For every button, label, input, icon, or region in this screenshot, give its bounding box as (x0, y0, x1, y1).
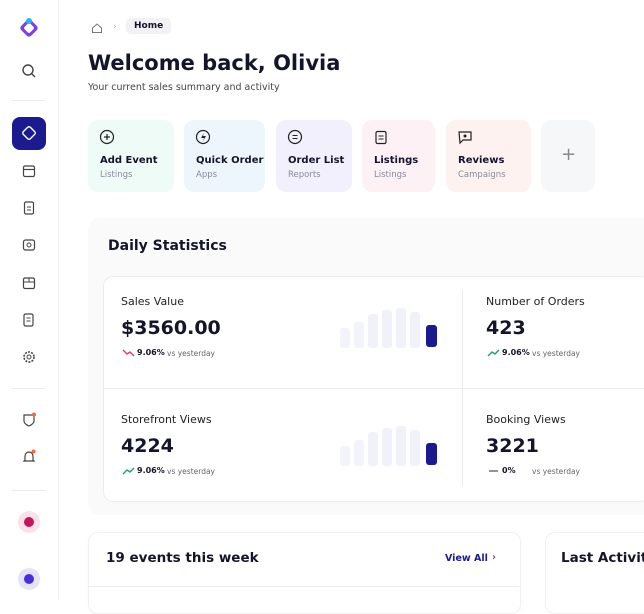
action-icon (375, 130, 387, 145)
home-icon[interactable] (91, 22, 103, 34)
quick-action-card[interactable]: Add Event Listings (88, 120, 174, 192)
action-subtitle: Reports (288, 170, 321, 180)
breadcrumb-current[interactable]: Home (126, 18, 172, 34)
divider (12, 388, 46, 389)
page-title: Welcome back, Olivia (88, 51, 341, 75)
stat-label: Storefront Views (121, 413, 212, 426)
action-icon (195, 129, 211, 145)
stat-value: 423 (486, 317, 526, 339)
action-title: Order List (288, 155, 345, 166)
quick-action-card[interactable]: Order List Reports (276, 120, 352, 192)
action-icon (287, 129, 303, 145)
bell-icon[interactable] (21, 449, 37, 465)
action-subtitle: Listings (374, 170, 407, 180)
action-title: Reviews (458, 155, 505, 166)
quick-action-card[interactable]: Listings Listings (362, 120, 435, 192)
stat-label: Sales Value (121, 295, 184, 308)
stat-label: Booking Views (486, 413, 566, 426)
stat-label: Number of Orders (486, 295, 585, 308)
divider (12, 490, 46, 491)
activity-card (545, 532, 644, 614)
settings-icon[interactable] (21, 349, 37, 365)
stat-change: 9.06% (137, 466, 165, 475)
help-button[interactable] (18, 511, 40, 533)
action-subtitle: Apps (196, 170, 218, 180)
quick-action-card[interactable]: Quick Order Apps (184, 120, 265, 192)
action-title: Add Event (100, 155, 158, 166)
breadcrumb-separator: › (113, 22, 117, 32)
logo (20, 18, 38, 37)
stat-note: vs yesterday (167, 467, 215, 476)
box-icon[interactable] (21, 275, 37, 291)
stat-change: 9.06% (502, 348, 530, 357)
divider (88, 586, 519, 587)
stat-change: 0% (502, 466, 516, 475)
action-subtitle: Listings (100, 170, 133, 180)
stat-note: vs yesterday (167, 349, 215, 358)
view-all-link[interactable]: View All (445, 553, 488, 564)
stat-value: $3560.00 (121, 317, 221, 339)
chevron: › (492, 552, 496, 563)
stats-title: Daily Statistics (108, 238, 227, 254)
trend-icon (122, 467, 135, 475)
mini-bars (340, 426, 437, 466)
trend-icon (489, 470, 498, 472)
stat-note: vs yesterday (532, 467, 580, 476)
stat-value: 3221 (486, 435, 539, 457)
calendar-icon[interactable] (21, 163, 37, 179)
trend-icon (122, 349, 135, 357)
events-card (88, 532, 521, 614)
mini-bars (340, 308, 437, 348)
page-subtitle: Your current sales summary and activity (88, 82, 280, 93)
inbox-icon[interactable] (21, 237, 37, 253)
stat-value: 4224 (121, 435, 174, 457)
quick-action-card[interactable]: Reviews Campaigns (446, 120, 531, 192)
stat-note: vs yesterday (532, 349, 580, 358)
report-icon[interactable] (21, 312, 37, 328)
shield-icon[interactable] (21, 412, 37, 428)
divider (462, 290, 463, 486)
add-action[interactable]: + (541, 120, 595, 192)
activity-title: Last Activity (561, 550, 644, 566)
search-icon[interactable] (21, 63, 37, 79)
divider (103, 388, 644, 389)
action-icon (458, 131, 472, 145)
action-subtitle: Campaigns (458, 170, 506, 180)
action-title: Quick Order (196, 155, 264, 166)
nav-active[interactable] (12, 117, 46, 150)
sidebar (0, 0, 59, 600)
action-icon (99, 129, 115, 145)
events-title: 19 events this week (106, 550, 259, 566)
avatar[interactable] (18, 568, 40, 590)
stat-change: 9.06% (137, 348, 165, 357)
trend-line (487, 349, 500, 357)
action-title: Listings (374, 155, 419, 166)
trend-line (122, 349, 135, 357)
trend-icon (487, 349, 500, 357)
trend-line (122, 467, 135, 475)
doc-icon[interactable] (21, 200, 37, 216)
divider (12, 100, 46, 101)
